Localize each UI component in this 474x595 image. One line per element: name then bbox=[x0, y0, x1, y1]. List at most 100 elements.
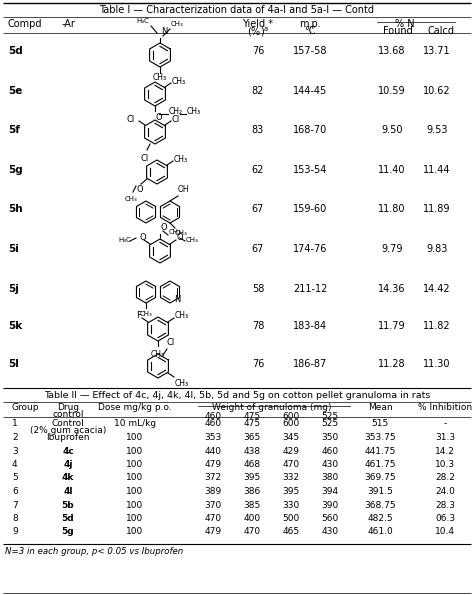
Text: 183-84: 183-84 bbox=[293, 321, 327, 331]
Text: 8: 8 bbox=[12, 514, 18, 523]
Text: 560: 560 bbox=[321, 514, 338, 523]
Text: 475: 475 bbox=[244, 412, 261, 421]
Text: CH₂: CH₂ bbox=[169, 108, 183, 117]
Text: 395: 395 bbox=[243, 474, 261, 483]
Text: CH₃: CH₃ bbox=[186, 237, 199, 243]
Text: 441.75: 441.75 bbox=[365, 446, 396, 456]
Text: 429: 429 bbox=[283, 446, 300, 456]
Text: 461.0: 461.0 bbox=[367, 528, 393, 537]
Text: 58: 58 bbox=[252, 284, 264, 294]
Text: 465: 465 bbox=[283, 528, 300, 537]
Text: 525: 525 bbox=[321, 412, 338, 421]
Text: 5k: 5k bbox=[8, 321, 22, 331]
Text: 460: 460 bbox=[321, 446, 338, 456]
Text: -Ar: -Ar bbox=[62, 19, 76, 29]
Text: 4l: 4l bbox=[63, 487, 73, 496]
Text: 369.75: 369.75 bbox=[364, 474, 396, 483]
Text: 100: 100 bbox=[127, 514, 144, 523]
Text: 365: 365 bbox=[243, 433, 261, 442]
Text: 10.62: 10.62 bbox=[423, 86, 451, 96]
Text: Found: Found bbox=[383, 26, 413, 36]
Text: 9: 9 bbox=[12, 528, 18, 537]
Text: 28.2: 28.2 bbox=[435, 474, 455, 483]
Text: 390: 390 bbox=[321, 500, 338, 509]
Text: 372: 372 bbox=[204, 474, 221, 483]
Text: Cl: Cl bbox=[127, 115, 135, 124]
Text: CH₃: CH₃ bbox=[172, 77, 186, 86]
Text: 525: 525 bbox=[321, 419, 338, 428]
Text: 14.42: 14.42 bbox=[423, 284, 451, 294]
Text: 4: 4 bbox=[12, 460, 18, 469]
Text: Calcd: Calcd bbox=[428, 26, 455, 36]
Text: 31.3: 31.3 bbox=[435, 433, 455, 442]
Text: 370: 370 bbox=[204, 500, 222, 509]
Text: 386: 386 bbox=[243, 487, 261, 496]
Text: 174-76: 174-76 bbox=[293, 244, 327, 254]
Text: CH₃: CH₃ bbox=[140, 311, 153, 317]
Text: 28.3: 28.3 bbox=[435, 500, 455, 509]
Text: 330: 330 bbox=[283, 500, 300, 509]
Text: 1: 1 bbox=[12, 419, 18, 428]
Text: m.p.: m.p. bbox=[299, 19, 321, 29]
Text: 3: 3 bbox=[12, 446, 18, 456]
Text: N: N bbox=[174, 296, 181, 305]
Text: 13.68: 13.68 bbox=[378, 46, 406, 56]
Text: 9.53: 9.53 bbox=[426, 125, 448, 135]
Text: 9.83: 9.83 bbox=[426, 244, 447, 254]
Text: °C: °C bbox=[304, 26, 316, 36]
Text: 24.0: 24.0 bbox=[435, 487, 455, 496]
Text: (2% gum acacia): (2% gum acacia) bbox=[30, 426, 106, 435]
Text: 10.3: 10.3 bbox=[435, 460, 455, 469]
Text: 368.75: 368.75 bbox=[364, 500, 396, 509]
Text: 100: 100 bbox=[127, 474, 144, 483]
Text: 78: 78 bbox=[252, 321, 264, 331]
Text: 394: 394 bbox=[321, 487, 338, 496]
Text: 5: 5 bbox=[12, 474, 18, 483]
Text: Cl: Cl bbox=[141, 154, 149, 163]
Text: 5d: 5d bbox=[62, 514, 74, 523]
Text: Weight of granuloma (mg): Weight of granuloma (mg) bbox=[212, 403, 331, 412]
Text: 332: 332 bbox=[283, 474, 300, 483]
Text: 479: 479 bbox=[204, 460, 221, 469]
Text: 353.75: 353.75 bbox=[364, 433, 396, 442]
Text: H₃C: H₃C bbox=[136, 18, 149, 24]
Text: 76: 76 bbox=[252, 359, 264, 369]
Text: 4j: 4j bbox=[63, 460, 73, 469]
Text: Group: Group bbox=[12, 403, 39, 412]
Text: 100: 100 bbox=[127, 460, 144, 469]
Text: 470: 470 bbox=[244, 528, 261, 537]
Text: 153-54: 153-54 bbox=[293, 165, 327, 175]
Text: 10 mL/kg: 10 mL/kg bbox=[114, 419, 156, 428]
Text: CH₃: CH₃ bbox=[151, 350, 165, 359]
Text: 211-12: 211-12 bbox=[293, 284, 327, 294]
Text: Yield *: Yield * bbox=[243, 19, 273, 29]
Text: 100: 100 bbox=[127, 500, 144, 509]
Text: 144-45: 144-45 bbox=[293, 86, 327, 96]
Text: 438: 438 bbox=[244, 446, 261, 456]
Text: CH₃: CH₃ bbox=[169, 229, 182, 235]
Text: 5i: 5i bbox=[8, 244, 19, 254]
Text: 5d: 5d bbox=[8, 46, 23, 56]
Text: Control: Control bbox=[52, 419, 84, 428]
Text: 11.28: 11.28 bbox=[378, 359, 406, 369]
Text: 400: 400 bbox=[244, 514, 261, 523]
Text: CH₃: CH₃ bbox=[171, 21, 184, 27]
Text: O: O bbox=[161, 223, 168, 232]
Text: O: O bbox=[140, 233, 146, 243]
Text: 380: 380 bbox=[321, 474, 338, 483]
Text: 10.59: 10.59 bbox=[378, 86, 406, 96]
Text: 11.79: 11.79 bbox=[378, 321, 406, 331]
Text: OH: OH bbox=[178, 185, 190, 194]
Text: Drug: Drug bbox=[57, 403, 79, 412]
Text: 500: 500 bbox=[283, 514, 300, 523]
Text: 06.3: 06.3 bbox=[435, 514, 455, 523]
Text: 395: 395 bbox=[283, 487, 300, 496]
Text: F: F bbox=[136, 312, 141, 321]
Text: Dose mg/kg p.o.: Dose mg/kg p.o. bbox=[98, 403, 172, 412]
Text: % Inhibition: % Inhibition bbox=[418, 403, 472, 412]
Text: CH₃: CH₃ bbox=[175, 379, 189, 388]
Text: 460: 460 bbox=[204, 419, 221, 428]
Text: 5h: 5h bbox=[8, 204, 23, 214]
Text: Cl: Cl bbox=[167, 338, 175, 347]
Text: Mean: Mean bbox=[368, 403, 392, 412]
